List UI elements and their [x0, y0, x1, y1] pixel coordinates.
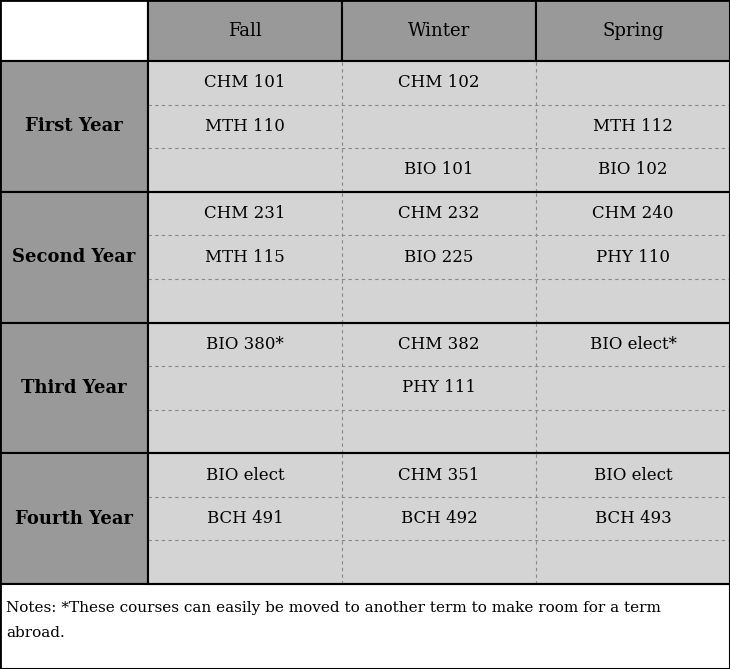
Bar	[0, 584, 730, 669]
Text: BIO 380*: BIO 380*	[206, 336, 284, 353]
Text: BIO elect: BIO elect	[593, 466, 672, 484]
Bar	[148, 454, 730, 584]
Text: MTH 112: MTH 112	[593, 118, 673, 135]
Bar	[148, 322, 730, 454]
Text: PHY 111: PHY 111	[402, 379, 476, 397]
Text: BCH 491: BCH 491	[207, 510, 283, 527]
Text: First Year: First Year	[25, 117, 123, 135]
Bar	[148, 192, 730, 322]
Text: Winter: Winter	[408, 21, 470, 39]
Text: Second Year: Second Year	[12, 248, 136, 266]
Bar	[0, 61, 148, 192]
Bar	[536, 0, 730, 61]
Text: MTH 110: MTH 110	[205, 118, 285, 135]
Text: CHM 240: CHM 240	[592, 205, 674, 222]
Bar	[0, 0, 148, 61]
Bar	[0, 322, 148, 454]
Bar	[148, 322, 730, 454]
Text: CHM 101: CHM 101	[204, 74, 285, 91]
Text: BIO elect: BIO elect	[206, 466, 284, 484]
Text: BCH 493: BCH 493	[595, 510, 672, 527]
Text: CHM 232: CHM 232	[399, 205, 480, 222]
Text: BIO 101: BIO 101	[404, 161, 474, 179]
Text: BIO 225: BIO 225	[404, 249, 474, 266]
Text: CHM 382: CHM 382	[399, 336, 480, 353]
Text: MTH 115: MTH 115	[205, 249, 285, 266]
Bar	[148, 192, 730, 322]
Text: Third Year: Third Year	[21, 379, 127, 397]
Bar	[0, 454, 148, 584]
Text: Notes: *These courses can easily be moved to another term to make room for a ter: Notes: *These courses can easily be move…	[6, 601, 661, 615]
Text: BIO elect*: BIO elect*	[590, 336, 677, 353]
Text: Spring: Spring	[602, 21, 664, 39]
Text: PHY 110: PHY 110	[596, 249, 670, 266]
Bar	[148, 61, 730, 192]
Text: BCH 492: BCH 492	[401, 510, 477, 527]
Bar	[342, 0, 536, 61]
Text: abroad.: abroad.	[6, 626, 65, 640]
Text: Fourth Year: Fourth Year	[15, 510, 133, 528]
Bar	[148, 61, 730, 192]
Text: CHM 102: CHM 102	[399, 74, 480, 91]
Text: CHM 231: CHM 231	[204, 205, 285, 222]
Text: Fall: Fall	[228, 21, 262, 39]
Text: BIO 102: BIO 102	[599, 161, 668, 179]
Bar	[148, 454, 730, 584]
Bar	[148, 0, 342, 61]
Bar	[0, 192, 148, 322]
Text: CHM 351: CHM 351	[399, 466, 480, 484]
